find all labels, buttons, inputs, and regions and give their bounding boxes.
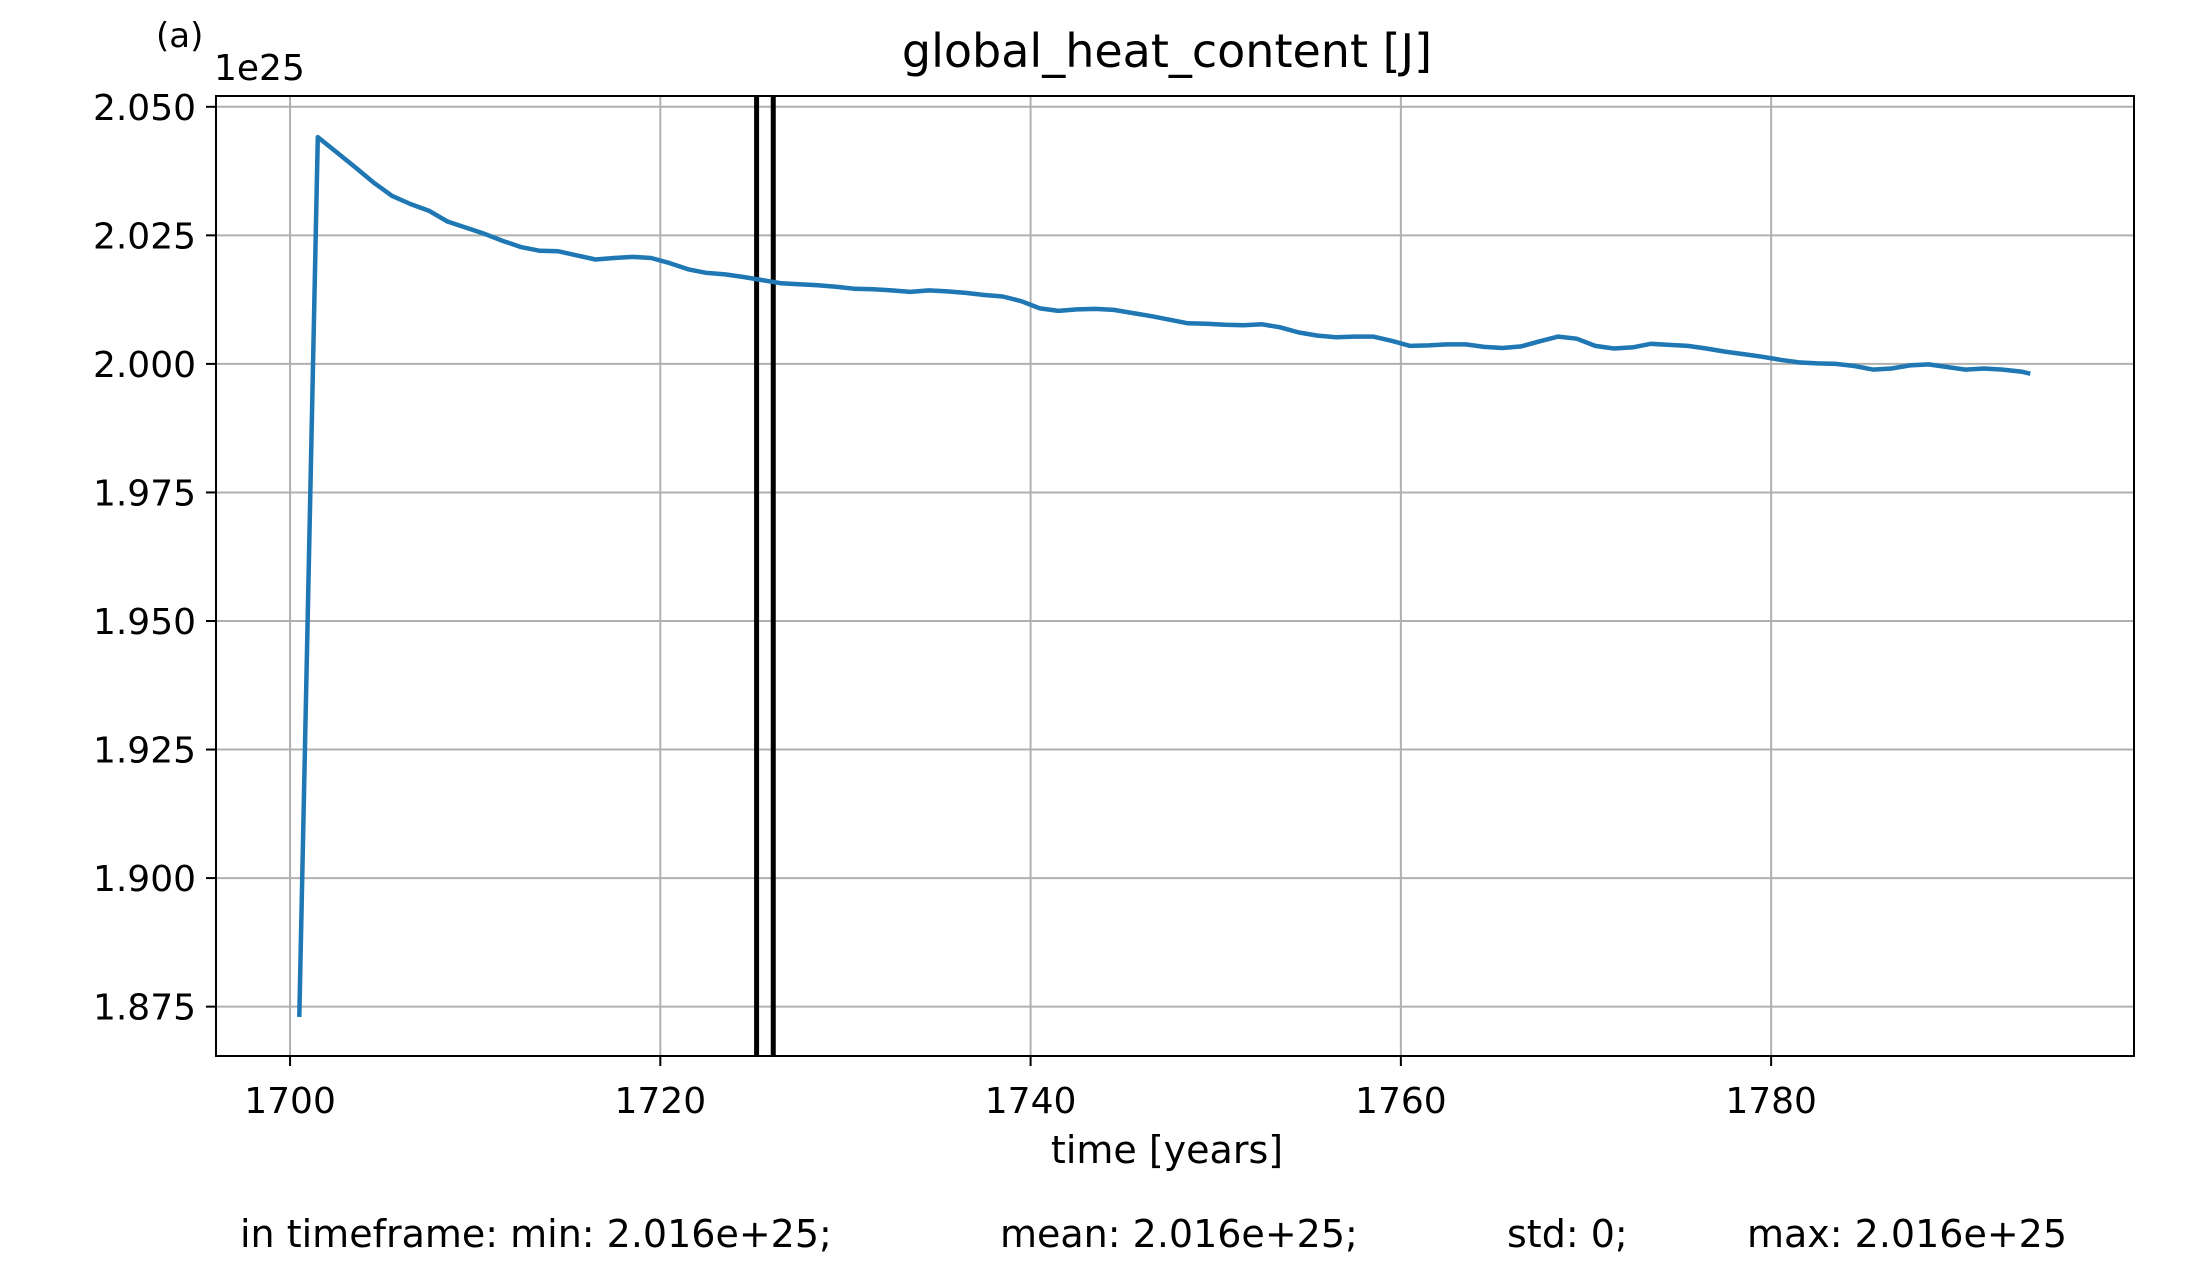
stat-max: max: 2.016e+25 [1747,1212,2067,1256]
x-tick-label: 1760 [1355,1081,1447,1122]
stat-mean: mean: 2.016e+25; [1000,1212,1358,1256]
x-tick-label: 1700 [244,1081,336,1122]
y-offset-label: 1e25 [214,48,305,89]
y-tick-label: 1.950 [93,602,196,643]
y-tick-label: 1.975 [93,473,196,514]
x-tick-label: 1740 [985,1081,1077,1122]
y-tick-label: 2.025 [93,216,196,257]
series-line [297,134,2031,1017]
x-tick-label: 1720 [615,1081,707,1122]
y-tick-label: 2.050 [93,88,196,129]
y-tick-label: 2.000 [93,345,196,386]
axis-ticks: 1700 1720 1740 1760 1780 1.875 1.900 1.925 1.950… [93,88,1817,1122]
chart-title: global_heat_content [J] [902,24,1432,78]
stat-min: in timeframe: min: 2.016e+25; [240,1212,832,1256]
y-tick-label: 1.900 [93,859,196,900]
y-tick-label: 1.875 [93,988,196,1029]
stat-std: std: 0; [1507,1212,1628,1256]
marker-lines [754,96,776,1056]
grid-lines [216,96,2134,1056]
panel-label: (a) [156,16,203,56]
series-layer [297,134,2031,1017]
x-axis-label: time [years] [1051,1128,1283,1172]
x-tick-label: 1780 [1725,1081,1817,1122]
y-tick-label: 1.925 [93,731,196,772]
plot-frame [215,95,2135,1057]
